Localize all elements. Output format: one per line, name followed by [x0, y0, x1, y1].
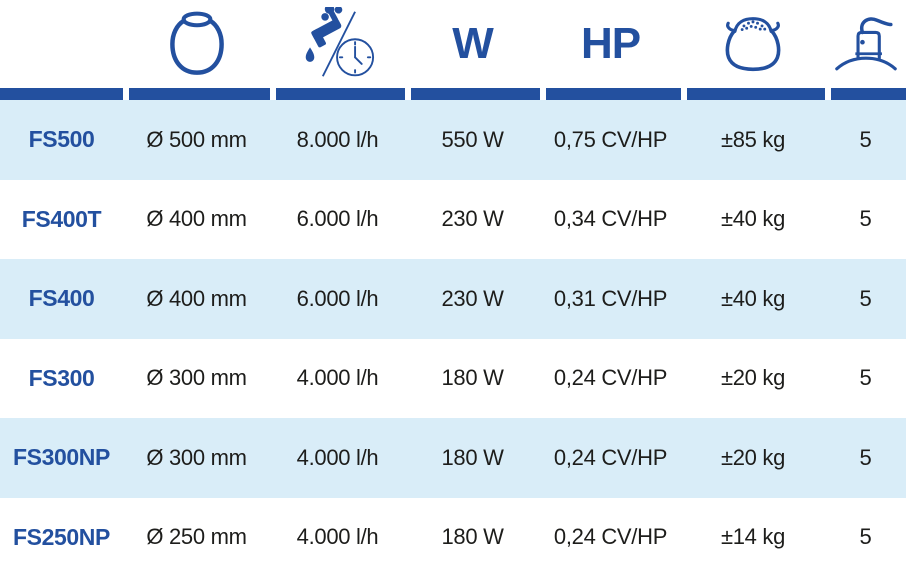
hp-cell: 0,24 CV/HP — [553, 444, 668, 470]
header-cell-sand — [724, 16, 782, 72]
diameter-cell: Ø 500 mm — [146, 126, 247, 152]
tap-flow-clock-icon — [305, 7, 374, 77]
column-separator-bar — [825, 88, 906, 100]
table-row: FS400T Ø 400 mm 6.000 l/h 230 W 0,34 CV/… — [0, 180, 906, 260]
diameter-cell: Ø 400 mm — [146, 206, 247, 232]
flow-cell: 4.000 l/h — [296, 365, 379, 391]
column-separator-bar — [270, 88, 405, 100]
weight-cell: ±20 kg — [720, 365, 786, 391]
diameter-cell: Ø 400 mm — [146, 285, 247, 311]
flow-cell: 4.000 l/h — [296, 524, 379, 550]
column-separator-bar — [123, 88, 270, 100]
header-separator — [0, 88, 906, 100]
valve-count-cell: 5 — [859, 126, 872, 152]
watt-cell: 180 W — [441, 365, 504, 391]
watt-cell: 230 W — [441, 285, 504, 311]
header-cell-watts: W — [452, 19, 494, 68]
table-body: FS500 Ø 500 mm 8.000 l/h 550 W 0,75 CV/H… — [0, 100, 906, 577]
valve-count-cell: 5 — [859, 285, 872, 311]
weight-cell: ±14 kg — [720, 524, 786, 550]
weight-cell: ±40 kg — [720, 206, 786, 232]
watt-cell: 180 W — [441, 524, 504, 550]
weight-cell: ±40 kg — [720, 285, 786, 311]
valve-count-cell: 5 — [859, 444, 872, 470]
model-cell: FS400T — [21, 205, 102, 232]
diameter-cell: Ø 250 mm — [146, 524, 247, 550]
table-row: FS250NP Ø 250 mm 4.000 l/h 180 W 0,24 CV… — [0, 498, 906, 577]
header-cell-horsepower: HP — [580, 19, 641, 68]
flow-cell: 4.000 l/h — [296, 444, 379, 470]
model-cell: FS400 — [28, 285, 95, 312]
weight-cell: ±20 kg — [720, 444, 786, 470]
model-cell: FS300NP — [13, 444, 110, 471]
column-separator-bar — [405, 88, 540, 100]
hp-cell: 0,75 CV/HP — [553, 126, 668, 152]
valve-count-cell: 5 — [859, 206, 872, 232]
header-cell-valve — [834, 14, 897, 74]
valve-count-cell: 5 — [859, 365, 872, 391]
hp-cell: 0,31 CV/HP — [553, 285, 668, 311]
multiport-valve-icon — [834, 17, 897, 71]
table-row: FS300NP Ø 300 mm 4.000 l/h 180 W 0,24 CV… — [0, 418, 906, 498]
model-cell: FS300 — [28, 364, 95, 391]
hp-cell: 0,34 CV/HP — [553, 206, 668, 232]
valve-count-cell: 5 — [859, 524, 872, 550]
table-row: FS400 Ø 400 mm 6.000 l/h 230 W 0,31 CV/H… — [0, 259, 906, 339]
flow-cell: 6.000 l/h — [296, 206, 379, 232]
header-cell-diameter — [169, 10, 224, 78]
column-separator-bar — [0, 88, 123, 100]
column-separator-bar — [681, 88, 825, 100]
table-row: FS500 Ø 500 mm 8.000 l/h 550 W 0,75 CV/H… — [0, 100, 906, 180]
watt-cell: 230 W — [441, 206, 504, 232]
hp-cell: 0,24 CV/HP — [553, 524, 668, 550]
sand-bag-icon — [725, 17, 781, 72]
watt-cell: 550 W — [441, 126, 504, 152]
model-cell: FS250NP — [13, 523, 110, 550]
diameter-cell: Ø 300 mm — [146, 444, 247, 470]
hp-cell: 0,24 CV/HP — [553, 365, 668, 391]
model-cell: FS500 — [28, 126, 95, 153]
weight-cell: ±85 kg — [720, 126, 786, 152]
flow-cell: 6.000 l/h — [296, 285, 379, 311]
header-cell-flow — [295, 7, 381, 81]
watt-cell: 180 W — [441, 444, 504, 470]
diameter-cell: Ø 300 mm — [146, 365, 247, 391]
table-header-row: W HP — [0, 0, 906, 88]
filter-tank-icon — [169, 11, 224, 75]
flow-cell: 8.000 l/h — [296, 126, 379, 152]
table-row: FS300 Ø 300 mm 4.000 l/h 180 W 0,24 CV/H… — [0, 339, 906, 419]
column-separator-bar — [540, 88, 681, 100]
